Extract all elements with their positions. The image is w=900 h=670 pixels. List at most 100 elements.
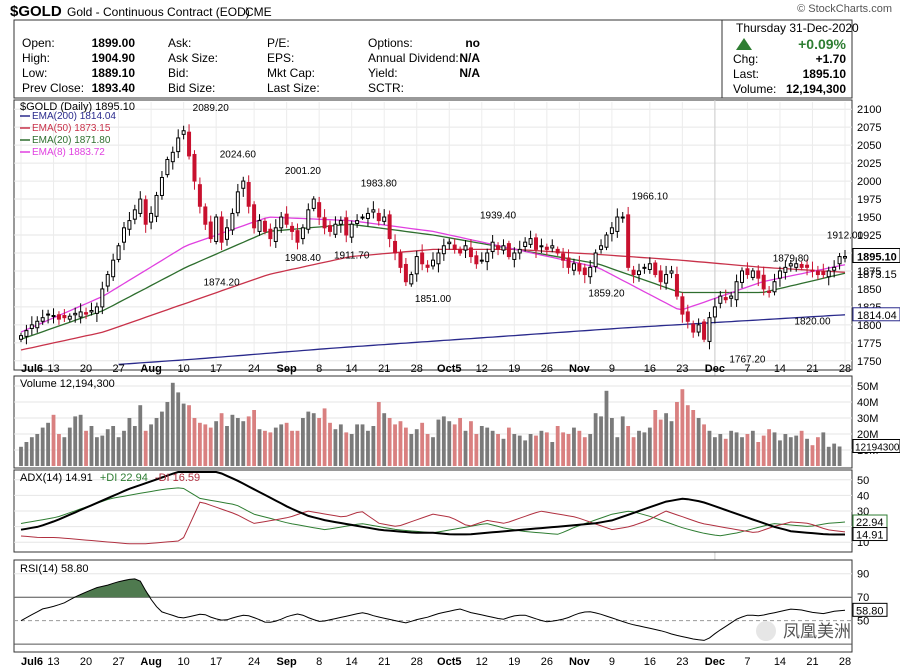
volume-bar	[832, 443, 837, 466]
candle-body	[680, 296, 685, 315]
volume-bar	[19, 446, 23, 466]
candle-body	[593, 252, 598, 268]
volume-bar	[490, 430, 495, 466]
candle-body	[94, 306, 99, 314]
volume-bar	[561, 432, 566, 466]
candle-body	[653, 262, 658, 276]
x-tick-label: 28	[839, 656, 851, 668]
x-tick-label: 21	[806, 363, 818, 375]
candle-body	[116, 245, 121, 260]
price-annotations: 2089.20 2024.60 2001.20 1983.80 1939.40 1966.…	[193, 103, 864, 365]
volume-bar	[761, 435, 766, 466]
price-tick-label: 2050	[857, 140, 881, 152]
x-tick-label: Jul6	[21, 656, 43, 668]
quote-value: no	[465, 36, 480, 50]
quote-label: Options:	[368, 36, 413, 50]
price-tick-label: 2025	[857, 158, 881, 170]
candle-body	[599, 245, 604, 250]
legend-item: EMA(50) 1873.15	[32, 123, 111, 134]
volume-bar	[170, 382, 175, 466]
candle-body	[696, 324, 701, 333]
candle-body	[609, 227, 614, 235]
x-tick-label: 12	[476, 656, 488, 668]
volume-bar	[691, 410, 696, 466]
candle-body	[387, 214, 392, 240]
candle-body	[832, 266, 837, 271]
x-tick-label: 7	[744, 363, 750, 375]
volume-bar	[582, 437, 587, 466]
volume-bar	[29, 437, 34, 466]
ema200-price-box	[852, 307, 900, 322]
candle-body	[40, 317, 45, 322]
volume-bar	[485, 427, 490, 466]
x-tick-label: 10	[178, 363, 190, 375]
candle-body	[300, 227, 305, 240]
candle-body	[203, 206, 208, 225]
volume-bar	[338, 424, 343, 466]
change-value: +1.70	[816, 52, 847, 66]
volume-bar	[51, 414, 56, 466]
volume-bar	[431, 437, 435, 466]
candle-body	[344, 217, 349, 236]
x-tick-label: Sep	[277, 656, 297, 668]
volume-bar	[160, 411, 164, 466]
quote-label: High:	[22, 51, 50, 65]
volume-bar	[750, 430, 755, 466]
candle-body	[582, 267, 587, 276]
volume-tick-label: 50M	[857, 381, 878, 393]
x-tick-label: 20	[80, 656, 92, 668]
volume-bar	[458, 418, 463, 466]
volume-bar	[669, 421, 674, 466]
price-tick-label: 1950	[857, 212, 881, 224]
candle-body	[772, 281, 777, 293]
candle-body	[62, 315, 67, 319]
volume-bar	[788, 437, 793, 466]
price-tick-label: 1875	[857, 266, 881, 278]
price-panel-title: $GOLD (Daily) 1895.10	[20, 101, 135, 113]
candle-body	[544, 246, 549, 250]
ema50-price-label: 1873.15	[857, 269, 897, 281]
candle-body	[550, 245, 555, 249]
candle-body	[767, 290, 772, 294]
x-tick-label: 28	[839, 363, 851, 375]
volume-bar	[539, 430, 544, 466]
quote-label: Ask Size:	[168, 51, 218, 65]
x-tick-label: Aug	[140, 363, 161, 375]
x-tick-label: 9	[609, 656, 615, 668]
candle-body	[132, 209, 137, 220]
volume-bar	[436, 419, 441, 466]
candle-body	[626, 214, 631, 268]
candle-body	[588, 266, 593, 278]
volume-label: Volume:	[733, 82, 776, 96]
candle-body	[810, 269, 815, 272]
volume-bar	[122, 430, 126, 466]
candle-body	[78, 311, 83, 318]
x-tick-label: 17	[210, 363, 222, 375]
x-tick-label: 13	[47, 363, 59, 375]
volume-bar	[24, 442, 29, 466]
volume-bar	[127, 418, 132, 466]
price-annotation: 1879.80	[773, 253, 810, 264]
volume-bar	[208, 427, 213, 466]
header: $GOLD Gold - Continuous Contract (EOD) C…	[10, 3, 892, 20]
x-tick-label: 26	[541, 363, 553, 375]
volume-bar	[664, 413, 669, 466]
volume-bar	[149, 424, 154, 466]
x-tick-label: 19	[508, 363, 520, 375]
x-tick-label: 23	[676, 363, 688, 375]
candle-body	[707, 317, 712, 342]
candle-body	[534, 237, 538, 250]
candle-body	[664, 274, 669, 284]
volume-bar	[544, 432, 549, 466]
price-annotation: 1983.80	[361, 179, 398, 190]
brand-label: © StockCharts.com	[797, 3, 892, 15]
volume-bar	[647, 427, 652, 466]
price-axis: 1750177518001825185018751900192519501975…	[857, 104, 881, 368]
ema200-line	[118, 314, 846, 366]
volume-bar	[273, 427, 278, 466]
candle-body	[756, 270, 761, 279]
volume-bar	[203, 424, 208, 466]
volume-bar	[246, 416, 251, 466]
volume-value: 12,194,300	[786, 82, 846, 96]
candle-body	[257, 220, 262, 232]
